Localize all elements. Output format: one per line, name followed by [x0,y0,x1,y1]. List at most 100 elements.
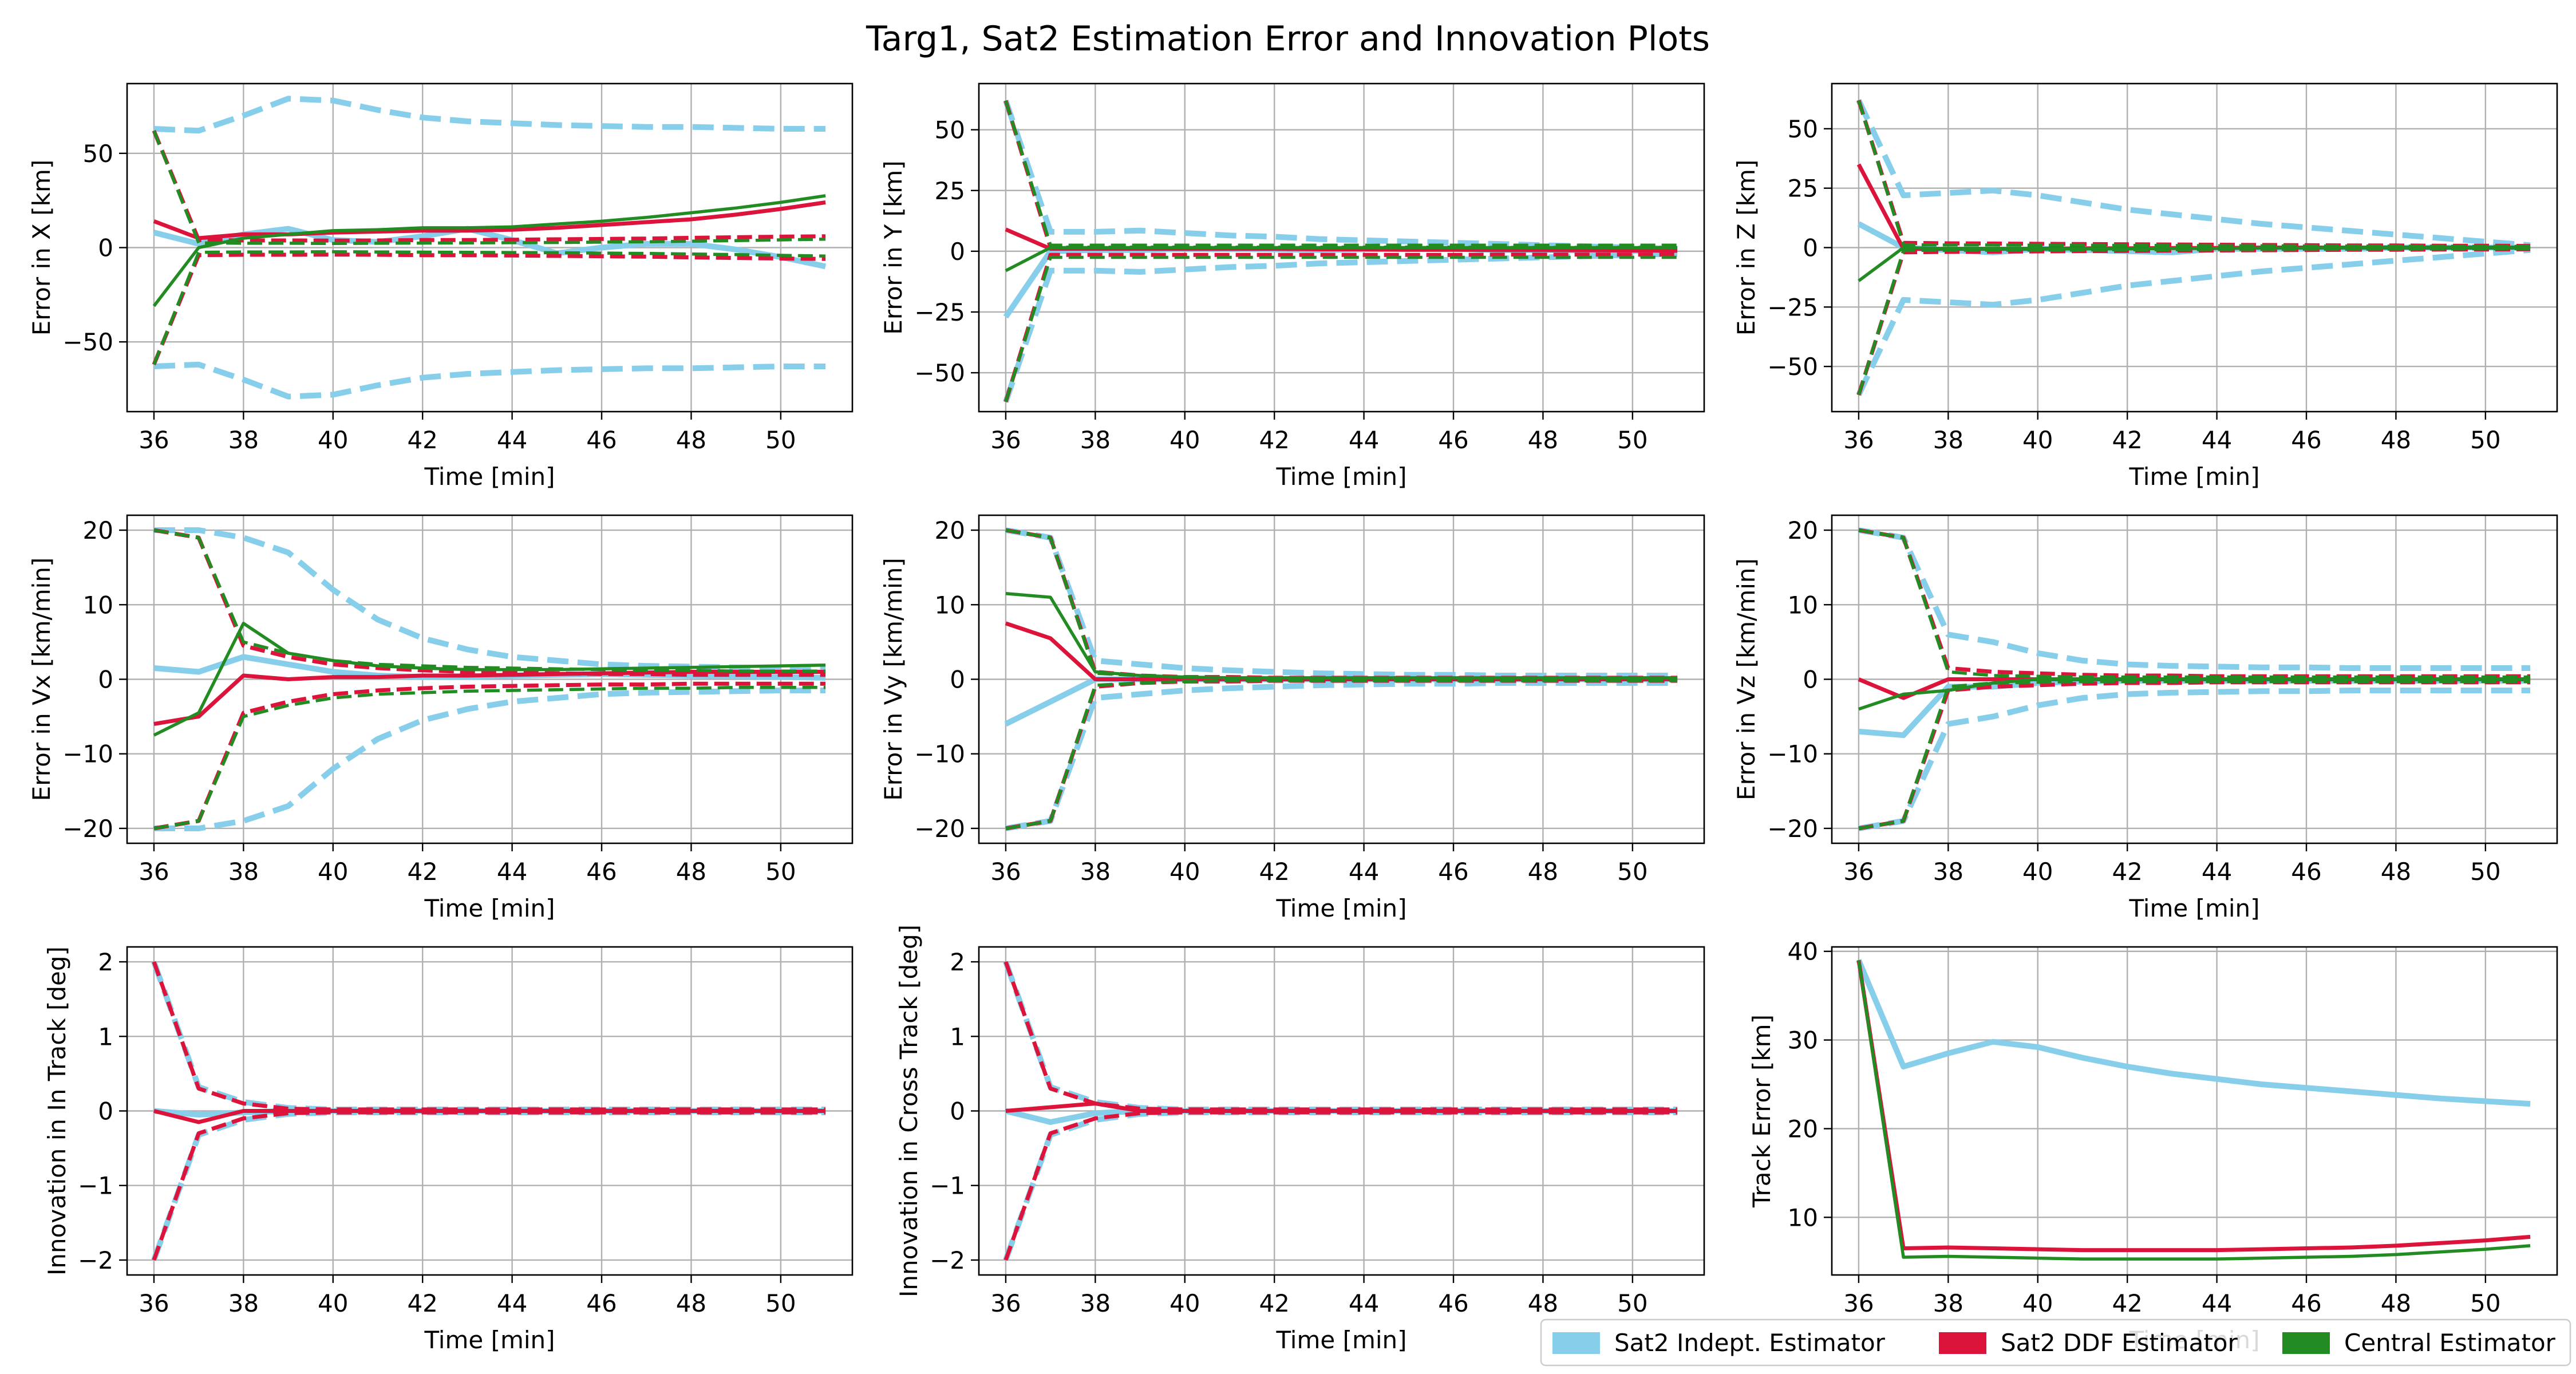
x-tick-label: 38 [1080,1289,1111,1317]
y-tick-label: −2 [78,1246,113,1274]
series-ddf-error [1005,1101,1678,1113]
x-tick-label: 42 [1259,1289,1289,1317]
y-tick-label: −2 [930,1246,965,1274]
series-central-bound-pos [1004,100,1678,247]
x-tick-label: 42 [407,1289,437,1317]
x-tick-label: 46 [586,426,617,454]
plot-area-vy [1004,527,1678,831]
y-tick-label: 2 [98,948,113,976]
x-axis-label: Time [min] [1275,894,1406,922]
x-tick-label: 50 [765,858,796,886]
y-tick-label: −50 [62,328,113,356]
subplot-vy: 36 38 40 42 44 46 48 50 −20 −10 0 10 20 Time [min] Err… [879,514,1705,922]
x-tick-label: 50 [1617,426,1647,454]
y-axis-label: Innovation in In Track [deg] [43,946,71,1276]
x-tick-label: 42 [407,858,437,886]
subplot-intrack: 36 38 40 42 44 46 48 50 −2 −1 0 1 2 Time [min] Innovat… [43,946,854,1354]
plot-area-vz [1858,527,2531,831]
y-tick-label: −50 [914,359,965,387]
series-central-error [1005,246,1678,273]
y-tick-label: 50 [935,116,965,144]
series-indept-bound-neg [153,688,826,831]
x-tick-label: 46 [2291,1289,2321,1317]
x-axis-label: Time [min] [424,894,555,922]
series-ddf-bound-neg [153,681,826,831]
y-tick-label: 10 [1788,1203,1818,1231]
series-indept-bound-neg [153,361,826,400]
x-tick-label: 50 [1617,1289,1647,1317]
plot-area-crosstrack [1003,961,1678,1261]
x-tick-label: 50 [1617,858,1647,886]
y-tick-label: 2 [950,948,965,976]
series-indept-bound-neg [1005,680,1678,831]
x-tick-label: 46 [1438,426,1468,454]
subplot-z: 36 38 40 42 44 46 48 50 −50 −25 0 25 50 Time [min] Err… [1732,82,2558,491]
x-tick-label: 42 [1259,426,1289,454]
x-tick-label: 46 [586,858,617,886]
series-ddf-bound-neg [1003,252,1678,403]
y-tick-label: −10 [914,740,965,768]
y-tick-label: 0 [98,234,113,262]
plot-area-vx [153,527,826,831]
y-tick-label: 10 [1788,591,1818,619]
x-tick-label: 36 [139,1289,169,1317]
subplot-crosstrack: 36 38 40 42 44 46 48 50 −2 −1 0 1 2 Time [min] Innovat… [895,925,1705,1354]
subplot-trackerror: 363840424446485010203040Time [min]Track … [1748,938,2558,1354]
y-tick-label: 1 [950,1022,965,1051]
x-tick-label: 42 [1259,858,1289,886]
y-tick-label: 50 [1788,115,1818,143]
x-tick-label: 48 [676,426,706,454]
series-central-bound-neg [153,686,826,830]
y-tick-label: −1 [930,1172,965,1200]
x-tick-label: 44 [1349,426,1379,454]
x-tick-label: 36 [990,858,1021,886]
series-ddf-bound-pos [153,528,826,677]
y-axis-label: Innovation in Cross Track [deg] [895,925,923,1297]
x-tick-label: 40 [318,858,348,886]
series-indept-bound-pos [1005,527,1678,678]
x-tick-label: 46 [2291,858,2321,886]
x-tick-label: 50 [2470,858,2500,886]
series-ddf-error [153,200,826,240]
x-tick-label: 40 [2022,1289,2053,1317]
series-central-error [152,194,826,307]
x-tick-label: 36 [139,426,169,454]
y-axis-label: Error in X [km] [27,160,56,336]
series-central-bound-neg [1004,255,1678,402]
x-tick-label: 36 [139,858,169,886]
series-indept-bound-pos [153,96,826,134]
x-tick-label: 36 [1843,858,1874,886]
legend: Sat2 Indept. Estimator Sat2 DDF Estimator… [1540,1318,2571,1367]
x-tick-label: 40 [2022,426,2053,454]
x-tick-label: 50 [765,1289,796,1317]
y-tick-label: −20 [914,815,965,843]
x-axis-label: Time [min] [2128,463,2259,491]
x-tick-label: 44 [497,1289,527,1317]
x-tick-label: 40 [2022,858,2053,886]
y-tick-label: 0 [950,666,965,694]
series-indept-bound-neg [1858,688,2531,831]
x-axis-label: Time [min] [1275,463,1406,491]
subplot-grid: 36 38 40 42 44 46 48 50 −50 0 50 Time [min] Error in… [27,82,2558,1354]
legend-label-ddf: Sat2 DDF Estimator [2001,1329,2238,1357]
plot-area-intrack [151,961,826,1261]
series-indept-bound-neg [1856,247,2531,397]
x-tick-label: 42 [2112,426,2142,454]
series-central-error [1858,246,2531,282]
series-central-bound-neg [152,250,826,365]
x-tick-label: 48 [1528,1289,1558,1317]
x-tick-label: 40 [1170,858,1200,886]
x-tick-label: 38 [228,1289,259,1317]
legend-swatch-ddf [1939,1332,1986,1354]
y-axis-label: Error in Vy [km/min] [879,558,907,801]
x-tick-label: 48 [1528,426,1558,454]
series-indept-error [1856,959,2531,1107]
series-ddf-error [153,670,826,727]
x-tick-label: 36 [990,1289,1021,1317]
legend-swatch-central [2282,1332,2330,1354]
series-central-bound-pos [152,130,826,246]
y-tick-label: 20 [1788,516,1818,544]
x-tick-label: 50 [765,426,796,454]
y-tick-label: −50 [1767,353,1818,381]
